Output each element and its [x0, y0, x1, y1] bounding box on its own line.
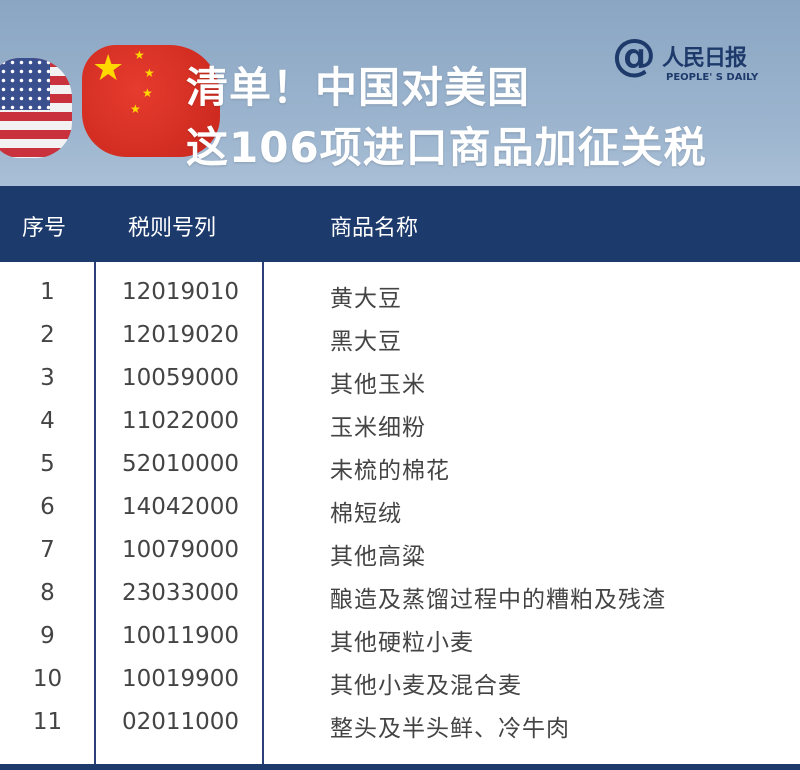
- row-index: 1: [40, 279, 55, 305]
- product-name: 黄大豆: [330, 286, 402, 312]
- row-index: 5: [40, 451, 55, 477]
- product-name: 其他硬粒小麦: [330, 630, 474, 656]
- table-row: 8 23033000 酿造及蒸馏过程中的糟粕及残渣: [0, 572, 800, 615]
- title-line-2: 这106项进口商品加征关税: [186, 123, 707, 172]
- tariff-code: 10079000: [122, 537, 240, 563]
- product-name: 未梳的棉花: [330, 458, 450, 484]
- tariff-code: 52010000: [122, 451, 240, 477]
- column-divider: [262, 262, 264, 766]
- table-row: 3 10059000 其他玉米: [0, 357, 800, 400]
- tariff-code: 11022000: [122, 408, 240, 434]
- table-row: 7 10079000 其他高粱: [0, 529, 800, 572]
- tariff-code: 10059000: [122, 365, 240, 391]
- banner: ★ ★ ★ ★ ★ 清单！中国对美国 这106项进口商品加征关税 @ 人民日报 …: [0, 0, 800, 186]
- product-name: 黑大豆: [330, 329, 402, 355]
- row-index: 4: [40, 408, 55, 434]
- header-index: 序号: [22, 216, 67, 241]
- row-index: 2: [40, 322, 55, 348]
- row-index: 10: [32, 666, 63, 692]
- product-name: 其他高粱: [330, 544, 426, 570]
- row-index: 7: [40, 537, 55, 563]
- peoples-daily-logo: @ 人民日报 PEOPLE' S DAILY: [612, 30, 792, 92]
- table-row: 11 02011000 整头及半头鲜、冷牛肉: [0, 701, 800, 744]
- logo-name-en: PEOPLE' S DAILY: [666, 72, 759, 83]
- product-name: 其他玉米: [330, 372, 426, 398]
- product-name: 棉短绒: [330, 501, 402, 527]
- table-row: 4 11022000 玉米细粉: [0, 400, 800, 443]
- row-index: 6: [40, 494, 55, 520]
- china-flag-fist-image: ★ ★ ★ ★ ★: [82, 45, 220, 157]
- product-name: 整头及半头鲜、冷牛肉: [330, 716, 570, 742]
- product-name: 其他小麦及混合麦: [330, 673, 522, 699]
- product-name: 玉米细粉: [330, 415, 426, 441]
- tariff-code: 02011000: [122, 709, 240, 735]
- table-header: 序号 税则号列 商品名称: [0, 186, 800, 262]
- table-row: 10 10019900 其他小麦及混合麦: [0, 658, 800, 701]
- bottom-border: [0, 764, 800, 770]
- tariff-code: 10019900: [122, 666, 240, 692]
- title-line-1: 清单！中国对美国: [186, 63, 531, 112]
- us-flag-fist-image: [0, 58, 72, 158]
- table-row: 1 12019010 黄大豆: [0, 271, 800, 314]
- column-divider: [94, 262, 96, 766]
- tariff-code: 10011900: [122, 623, 240, 649]
- header-product-name: 商品名称: [330, 216, 419, 241]
- logo-name-cn: 人民日报: [662, 46, 747, 71]
- product-name: 酿造及蒸馏过程中的糟粕及残渣: [330, 587, 666, 613]
- tariff-code: 12019010: [122, 279, 240, 305]
- tariff-code: 23033000: [122, 580, 240, 606]
- header-tariff-code: 税则号列: [128, 216, 217, 241]
- at-icon: @: [612, 30, 656, 81]
- table-row: 2 12019020 黑大豆: [0, 314, 800, 357]
- row-index: 8: [40, 580, 55, 606]
- table-row: 6 14042000 棉短绒: [0, 486, 800, 529]
- row-index: 3: [40, 365, 55, 391]
- table-row: 9 10011900 其他硬粒小麦: [0, 615, 800, 658]
- row-index: 9: [40, 623, 55, 649]
- table-row: 5 52010000 未梳的棉花: [0, 443, 800, 486]
- row-index: 11: [32, 709, 63, 735]
- tariff-code: 14042000: [122, 494, 240, 520]
- tariff-code: 12019020: [122, 322, 240, 348]
